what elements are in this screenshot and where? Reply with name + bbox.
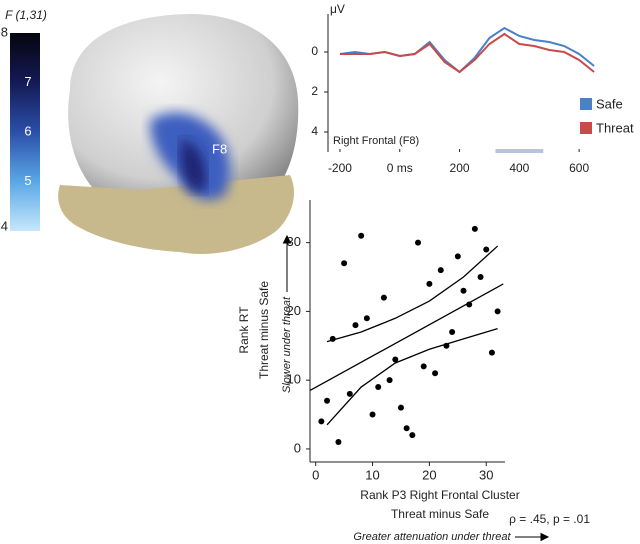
point [363,315,370,322]
arrow [282,234,292,292]
point [358,232,365,239]
point [460,287,467,294]
point [477,274,484,281]
point [494,308,501,315]
y-tick-label: 0 [311,44,318,58]
x-tick-label: 20 [422,467,436,482]
x-tick-label: 0 ms [387,161,413,175]
head [58,14,299,254]
x-axis-label: Rank P3 Right Frontal Cluster [360,488,519,502]
colorbar-tick-label: 7 [24,74,31,89]
y-axis-label: Threat minus Safe [257,281,271,379]
electrode-label: F8 [212,141,227,156]
regression-line [309,283,504,392]
point [392,356,399,363]
point [369,411,376,418]
legend-swatch [580,122,592,134]
point [415,239,422,246]
x-tick-label: 400 [509,161,529,175]
x-tick-label: -200 [328,161,352,175]
point [426,280,433,287]
point [380,294,387,301]
colorbar-title: F (1,31) [5,8,47,22]
point [449,329,456,336]
y-axis-label: μV [330,2,345,16]
x-tick-label: 200 [450,161,470,175]
y-tick-label: 4 [311,124,318,138]
x-tick-label: 0 [312,467,319,482]
point [375,384,382,391]
point [420,363,427,370]
x-tick-label: 30 [479,467,493,482]
legend-label: Threat [596,120,634,135]
highlight-window [495,149,544,153]
colorbar-tick-label: 6 [24,123,31,138]
x-axis-label: Threat minus Safe [391,507,489,521]
x-tick-label: 10 [365,467,379,482]
line [339,32,595,74]
point [324,397,331,404]
y-tick-label: 30 [287,234,301,249]
y-tick-label: 2 [311,84,318,98]
stat-annotation: ρ = .45, p = .01 [509,512,590,526]
point [386,377,393,384]
point [488,349,495,356]
confidence-band [326,327,498,426]
point [432,370,439,377]
point [329,335,336,342]
point [352,322,359,329]
point [483,246,490,253]
colorbar-tick-label: <4 [0,218,8,233]
point [403,425,410,432]
point [397,404,404,411]
point [335,439,342,446]
arrow [515,532,550,542]
legend-swatch [580,98,592,110]
colorbar-tick-label: >8 [0,24,8,39]
point [454,253,461,260]
annotation: Right Frontal (F8) [333,135,419,147]
point [437,267,444,274]
point [471,225,478,232]
colorbar [10,33,40,231]
y-tick-label: 20 [287,303,301,318]
colorbar-tick-label: 5 [24,173,31,188]
x-tick-label: 600 [569,161,589,175]
point [318,418,325,425]
legend-label: Safe [596,96,623,111]
point [409,432,416,439]
point [346,390,353,397]
y-tick-label: 10 [287,372,301,387]
y-axis-label: Rank RT [237,306,251,354]
x-axis-label: Greater attenuation under threat [353,531,511,543]
confidence-band [326,245,499,343]
point [443,342,450,349]
y-axis-label: Slower under threat [281,296,293,393]
y-tick-label: 0 [294,440,301,455]
point [341,260,348,267]
point [466,301,473,308]
